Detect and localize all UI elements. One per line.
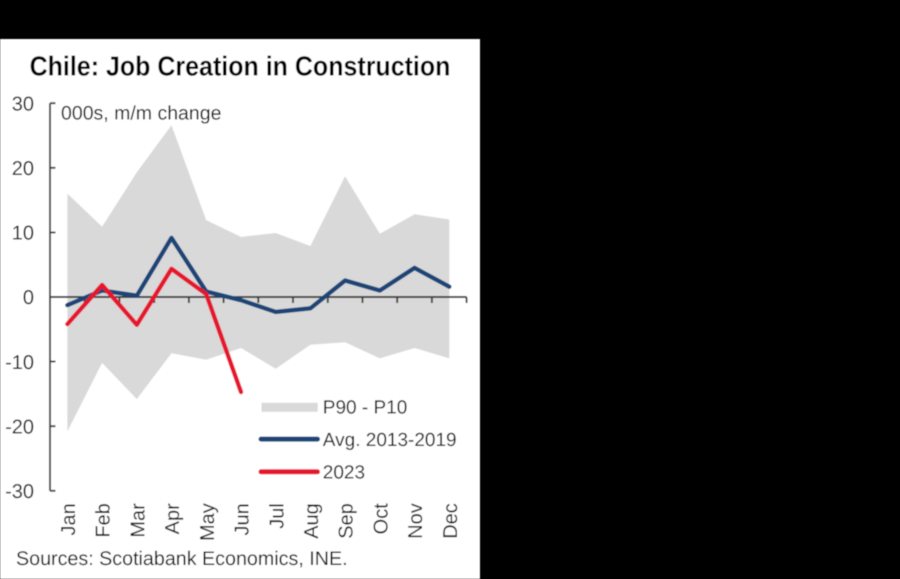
svg-text:-10: -10	[5, 352, 34, 374]
svg-text:-30: -30	[5, 481, 34, 503]
svg-text:Oct: Oct	[370, 503, 392, 535]
svg-text:Aug: Aug	[301, 503, 323, 539]
svg-text:Jun: Jun	[232, 503, 254, 535]
svg-text:10: 10	[12, 223, 34, 245]
svg-text:Apr: Apr	[162, 503, 184, 534]
svg-text:30: 30	[12, 93, 34, 115]
svg-text:P90 - P10: P90 - P10	[323, 398, 408, 419]
svg-text:000s, m/m change: 000s, m/m change	[61, 102, 221, 124]
svg-text:Dec: Dec	[440, 503, 462, 539]
svg-text:20: 20	[12, 158, 34, 180]
svg-text:Jul: Jul	[266, 503, 288, 529]
svg-text:Feb: Feb	[93, 503, 115, 537]
svg-text:Sep: Sep	[336, 503, 358, 539]
svg-text:Avg. 2013-2019: Avg. 2013-2019	[323, 430, 457, 451]
svg-text:-20: -20	[5, 416, 34, 438]
svg-text:Jan: Jan	[58, 503, 80, 535]
svg-text:Mar: Mar	[127, 503, 149, 538]
svg-text:2023: 2023	[323, 463, 365, 484]
svg-text:Sources: Scotiabank Economics,: Sources: Scotiabank Economics, INE.	[16, 548, 348, 570]
svg-text:May: May	[197, 503, 219, 541]
svg-text:0: 0	[23, 287, 34, 309]
svg-text:Chile: Job Creation in Constru: Chile: Job Creation in Construction	[30, 51, 451, 82]
svg-text:Nov: Nov	[405, 503, 427, 539]
